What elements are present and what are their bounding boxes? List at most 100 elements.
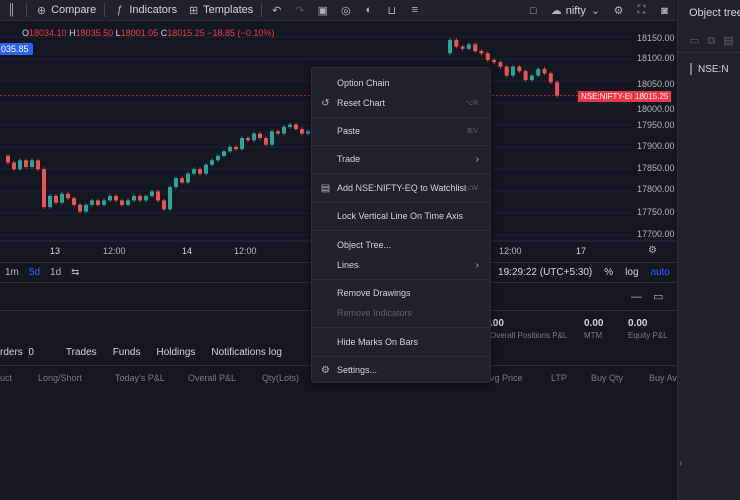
percent-toggle[interactable]: % bbox=[604, 267, 614, 278]
column-header[interactable]: Overall P&L bbox=[188, 373, 237, 383]
layers-icon[interactable]: ▤ bbox=[723, 35, 740, 47]
indicators-button[interactable]: ƒ Indicators bbox=[108, 0, 182, 21]
candle-body bbox=[228, 146, 232, 152]
candle-body bbox=[12, 162, 16, 170]
list-button[interactable]: ≡ bbox=[403, 0, 426, 21]
candle-body bbox=[234, 146, 238, 150]
undo-button[interactable]: ↶ bbox=[265, 0, 288, 21]
object-tree-symbol[interactable]: NSE:N bbox=[698, 64, 729, 75]
timeframe-1d[interactable]: 1d bbox=[50, 267, 62, 278]
menu-item-remove-drawings[interactable]: Remove Drawings bbox=[312, 282, 490, 304]
fx-icon: ƒ bbox=[116, 4, 123, 16]
collapse-arrow-icon[interactable]: › bbox=[679, 458, 683, 469]
candle-body bbox=[492, 59, 497, 63]
candle-body bbox=[460, 46, 465, 49]
candle-body bbox=[288, 124, 292, 127]
column-header[interactable]: LTP bbox=[551, 373, 567, 383]
log-toggle[interactable]: log bbox=[625, 267, 639, 278]
reset-icon: ↺ bbox=[321, 97, 330, 109]
menu-item-add-to-watchlist[interactable]: ▤ Add NSE:NIFTY-EQ to Watchlist ⌥W bbox=[312, 177, 490, 199]
alert-button[interactable]: ▣ bbox=[311, 0, 334, 21]
price-axis-tick: 18000.00 bbox=[637, 104, 675, 114]
candle-body bbox=[246, 138, 250, 141]
price-badge[interactable]: 035.85 bbox=[0, 43, 33, 55]
column-header[interactable]: Buy Qty bbox=[591, 373, 624, 383]
fullscreen-button[interactable]: ⛶ bbox=[630, 0, 653, 21]
menu-item-trade[interactable]: Trade › bbox=[312, 148, 490, 170]
menu-item-reset-chart[interactable]: ↺ Reset Chart ⌥R bbox=[312, 92, 490, 114]
menu-item-option-chain[interactable]: Option Chain bbox=[312, 72, 490, 94]
menu-item-lock-vertical-line[interactable]: Lock Vertical Line On Time Axis bbox=[312, 205, 490, 227]
time-axis-tick: 17 bbox=[576, 246, 587, 256]
menu-item-paste[interactable]: Paste ⌘V bbox=[312, 120, 490, 142]
candle-body bbox=[126, 200, 130, 205]
column-header[interactable]: Long/Short bbox=[38, 373, 83, 383]
column-header[interactable]: Qty(Lots) bbox=[262, 373, 300, 383]
menu-item-label: Object Tree... bbox=[337, 240, 392, 250]
menu-item-lines[interactable]: Lines › bbox=[312, 254, 490, 276]
menu-item-settings[interactable]: ⚙ Settings... bbox=[312, 359, 490, 381]
time-display[interactable]: 19:29:22 (UTC+5:30) bbox=[498, 267, 593, 278]
column-header[interactable]: Today's P&L bbox=[115, 373, 165, 383]
candle-body bbox=[186, 173, 190, 183]
auto-toggle[interactable]: auto bbox=[650, 267, 670, 278]
theme-button[interactable]: ◐ bbox=[357, 0, 380, 21]
folder-icon[interactable]: ▭ bbox=[689, 35, 708, 47]
symbol-search[interactable]: ☁ nifty ⌄ bbox=[545, 0, 607, 21]
candle-body bbox=[150, 191, 154, 196]
tab-trades[interactable]: Trades bbox=[65, 347, 97, 358]
candle-body bbox=[306, 131, 310, 134]
settings-button[interactable]: ⚙ bbox=[607, 0, 630, 21]
toolbar-divider bbox=[26, 3, 27, 17]
column-header[interactable]: vg Price bbox=[490, 373, 523, 383]
menu-item-label: Add NSE:NIFTY-EQ to Watchlist bbox=[337, 183, 467, 193]
candle-body bbox=[210, 160, 214, 165]
close-label: C bbox=[160, 28, 168, 38]
menu-item-object-tree[interactable]: Object Tree... bbox=[312, 234, 490, 256]
tab-holdings[interactable]: Holdings bbox=[156, 347, 196, 358]
candle-body bbox=[204, 164, 208, 174]
templates-button[interactable]: ⊞ Templates bbox=[182, 0, 258, 21]
low-value: 18001.05 bbox=[120, 28, 159, 38]
menu-item-label: Reset Chart bbox=[337, 98, 386, 108]
candle-body bbox=[276, 131, 280, 134]
layout-button[interactable]: □ bbox=[522, 0, 545, 21]
column-header[interactable]: uct bbox=[0, 373, 13, 383]
menu-item-label: Settings... bbox=[337, 365, 378, 375]
high-label: H bbox=[69, 28, 76, 38]
menu-item-label: Trade bbox=[337, 154, 361, 164]
menu-item-hide-marks[interactable]: Hide Marks On Bars bbox=[312, 331, 490, 353]
menu-item-remove-indicators: Remove Indicators bbox=[312, 302, 490, 324]
cart-button[interactable]: ⊔ bbox=[380, 0, 403, 21]
candle-type-button[interactable]: ║ bbox=[0, 0, 23, 21]
candle-body bbox=[264, 138, 268, 145]
maximize-icon[interactable]: ▭ bbox=[653, 291, 664, 303]
menu-item-shortcut: ⌥W bbox=[463, 185, 478, 192]
compare-button[interactable]: ⊕ Compare bbox=[30, 0, 101, 21]
timeframe-1m[interactable]: 1m bbox=[5, 267, 19, 278]
replay-button[interactable]: ◎ bbox=[334, 0, 357, 21]
snapshot-button[interactable]: ◙ bbox=[653, 0, 676, 21]
tab-orders[interactable]: rders 0 bbox=[0, 347, 34, 363]
candle-body bbox=[42, 169, 46, 208]
timeframe-5d[interactable]: 5d bbox=[28, 267, 41, 278]
column-header[interactable]: Buy Av bbox=[649, 373, 677, 383]
templates-icon: ⊞ bbox=[188, 4, 199, 17]
watchlist-add-icon: ▤ bbox=[320, 182, 331, 194]
copy-icon[interactable]: ⧉ bbox=[707, 35, 724, 47]
price-axis-tick: 17850.00 bbox=[637, 163, 675, 173]
camera-icon: ◙ bbox=[661, 4, 668, 17]
gear-icon[interactable]: ⚙ bbox=[648, 245, 657, 256]
toolbar-divider bbox=[261, 3, 263, 17]
symbol-marker bbox=[690, 63, 692, 75]
tab-notifications-log[interactable]: Notifications log bbox=[211, 347, 282, 358]
minimize-icon[interactable]: — bbox=[631, 291, 642, 303]
context-menu: Option Chain ↺ Reset Chart ⌥R Paste ⌘V Trad… bbox=[311, 67, 491, 383]
tab-funds[interactable]: Funds bbox=[112, 347, 141, 358]
object-tree-actions: ▭⧉▤ bbox=[689, 34, 740, 48]
goto-date-icon[interactable]: ⇆ bbox=[71, 267, 80, 278]
redo-button[interactable]: ↷ bbox=[288, 0, 311, 21]
menu-divider bbox=[312, 117, 490, 118]
candle-body bbox=[448, 39, 452, 54]
menu-item-label: Option Chain bbox=[337, 78, 390, 88]
